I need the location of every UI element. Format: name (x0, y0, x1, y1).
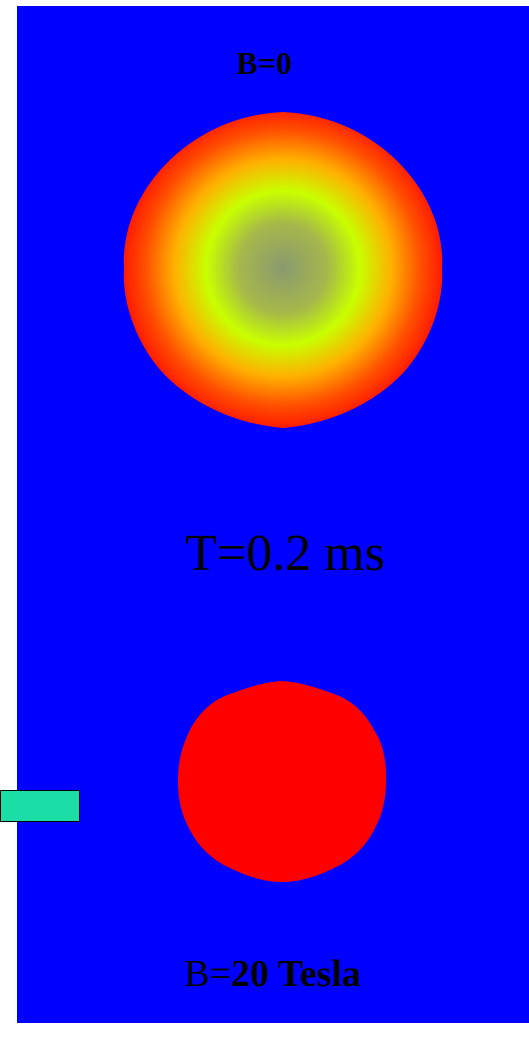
bottom-field-unit: Tesla (268, 953, 361, 995)
time-label: T=0.2 ms (185, 525, 385, 582)
bottom-field-label: B=20 Tesla (184, 955, 361, 993)
expanding-plasma-cloud (123, 112, 443, 428)
bottom-field-prefix: B= (184, 953, 231, 995)
bottom-field-value: 20 (230, 953, 269, 995)
magnet-probe (0, 790, 80, 822)
top-field-label: B=0 (236, 45, 292, 81)
confined-plasma-cloud (178, 681, 386, 882)
